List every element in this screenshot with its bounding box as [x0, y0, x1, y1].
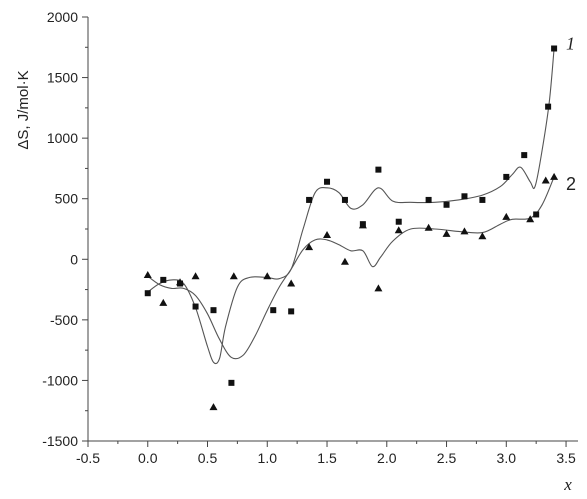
series-1-point: [375, 166, 382, 173]
fit-curve-series-2: [147, 176, 555, 360]
series-1-point: [144, 290, 151, 297]
series-1-point: [270, 307, 277, 314]
series-1-point: [479, 196, 486, 203]
series-2-point: [550, 172, 559, 180]
series-1-point: [521, 152, 528, 159]
curve-label-2: 2: [566, 174, 576, 194]
series-2-point: [159, 298, 168, 306]
x-tick-label: 0.5: [198, 450, 218, 466]
series-1-point: [443, 201, 450, 208]
data-markers: [143, 45, 559, 411]
series-2-point: [394, 226, 403, 234]
series-2-point: [502, 212, 511, 220]
y-tick-label: -500: [50, 312, 78, 328]
x-tick-label: 3.5: [556, 450, 576, 466]
series-2-point: [340, 257, 349, 265]
series-1-point: [160, 276, 167, 283]
fit-curve-series-1: [147, 48, 555, 365]
series-1-point: [461, 193, 468, 200]
series-2-point: [358, 221, 367, 229]
series-2-point: [526, 215, 535, 223]
series-1-point: [395, 218, 402, 225]
series-1-point: [228, 379, 235, 386]
axes: [82, 16, 578, 447]
series-1-point: [324, 178, 331, 185]
x-axis-title: x: [563, 475, 572, 494]
x-tick-label: 1.5: [317, 450, 337, 466]
series-2-point: [424, 223, 433, 231]
series-2-point: [229, 272, 238, 280]
y-tick-label: -1000: [42, 372, 78, 388]
series-2-point: [263, 272, 272, 280]
y-tick-label: -1500: [42, 433, 78, 449]
axis-titles: ΔS, J/mol·K x: [15, 70, 572, 494]
y-tick-label: 2000: [47, 9, 78, 25]
series-2-point: [209, 403, 218, 411]
series-2-point: [143, 271, 152, 279]
curve-label-1: 1: [566, 34, 575, 54]
series-1-point: [192, 303, 199, 310]
x-tick-label: 1.0: [258, 450, 278, 466]
series-2-point: [191, 272, 200, 280]
series-2-point: [374, 284, 383, 292]
x-tick-label: 0.0: [138, 450, 158, 466]
y-tick-label: 1000: [47, 130, 78, 146]
series-1-point: [533, 211, 540, 218]
y-axis-title: ΔS, J/mol·K: [15, 70, 32, 149]
series-2-point: [287, 279, 296, 287]
series-2-point: [176, 278, 185, 286]
series-1-point: [210, 307, 217, 314]
series-1-point: [341, 196, 348, 203]
series-1-point: [425, 196, 432, 203]
series-1-point: [306, 196, 313, 203]
series-2-point: [460, 227, 469, 235]
y-tick-label: 0: [70, 251, 78, 267]
x-tick-label: 3.0: [497, 450, 517, 466]
series-1-point: [288, 308, 295, 315]
series-1-point: [545, 103, 552, 110]
y-tick-label: 1500: [47, 70, 78, 86]
tick-labels: -1500 -1000 -500 0 500 1000 1500 2000 -0.5 0.0 0.5…: [42, 9, 576, 466]
series-1-point: [551, 45, 558, 52]
series-2-point: [478, 232, 487, 240]
y-tick-label: 500: [55, 191, 79, 207]
x-tick-label: -0.5: [76, 450, 100, 466]
x-tick-label: 2.5: [437, 450, 457, 466]
series-2-point: [305, 243, 314, 251]
x-tick-label: 2.0: [377, 450, 397, 466]
series-1-point: [503, 173, 510, 180]
series-2-point: [541, 176, 550, 184]
curve-annotations: 12: [566, 34, 576, 195]
series-2-point: [323, 231, 332, 239]
fit-curves: [147, 48, 555, 365]
series-2-point: [442, 229, 451, 237]
